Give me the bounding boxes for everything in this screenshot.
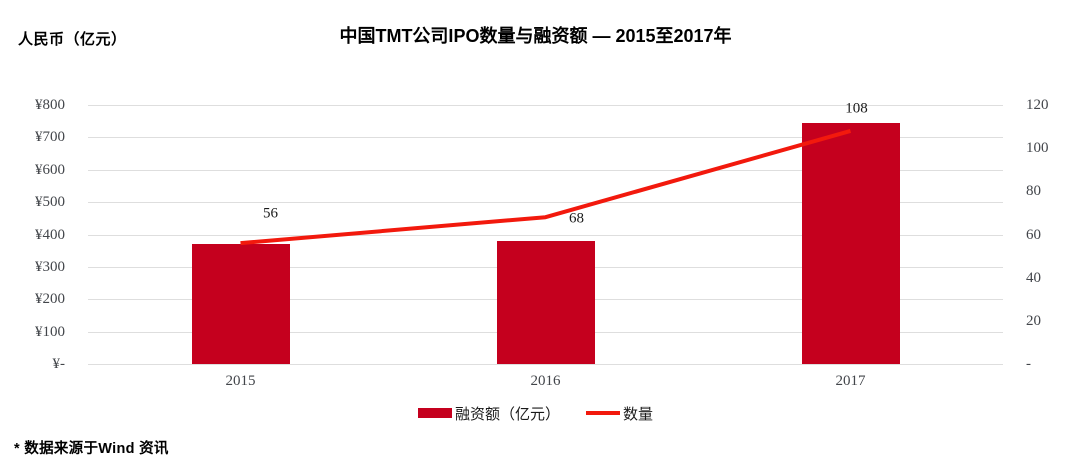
plot-area: ¥800 ¥700 ¥600 ¥500 ¥400 ¥300 ¥200 ¥100 ¥- 120 100…: [35, 97, 1049, 389]
legend-item-funding: 融资额（亿元）: [417, 403, 560, 424]
left-axis-tick: ¥100: [35, 323, 65, 340]
right-axis-tick: 80: [1026, 183, 1041, 200]
point-label-2016: 68: [569, 210, 584, 227]
legend-item-count: 数量: [586, 403, 653, 424]
left-axis-tick: ¥700: [35, 129, 65, 146]
gridline: [88, 364, 1003, 365]
legend: 融资额（亿元） 数量: [0, 401, 1071, 425]
left-axis-tick: ¥500: [35, 194, 65, 211]
left-axis-tick: ¥400: [35, 226, 65, 243]
right-axis-tick: 120: [1026, 97, 1049, 113]
left-axis-tick: ¥300: [35, 258, 65, 275]
gridline: [88, 105, 1003, 106]
line-swatch-icon: [586, 411, 620, 415]
right-axis-tick: 60: [1026, 226, 1041, 243]
line-series-layer: [240, 128, 852, 246]
left-axis-tick: ¥600: [35, 161, 65, 178]
bar-swatch-icon: [417, 408, 452, 418]
gridline: [88, 234, 1003, 236]
point-label-2015: 56: [263, 205, 278, 222]
x-axis-label-2017: 2017: [835, 373, 866, 389]
bar-2015: [191, 244, 290, 364]
legend-label-count: 数量: [623, 406, 654, 423]
x-axis-label-2016: 2016: [530, 373, 561, 389]
left-axis-tick: ¥200: [35, 291, 65, 308]
bar-2017: [801, 122, 900, 364]
gridline: [88, 202, 1003, 204]
x-axis-label-2015: 2015: [225, 373, 256, 389]
right-axis-tick: 20: [1026, 312, 1041, 329]
right-axis-tick: -: [1026, 356, 1031, 372]
point-label-2017: 108: [845, 100, 868, 117]
bar-2016: [496, 241, 595, 364]
count-line: [240, 128, 852, 246]
right-axis-tick: 100: [1026, 140, 1049, 157]
chart-title: 中国TMT公司IPO数量与融资额 — 2015至2017年: [339, 26, 732, 46]
legend-label-funding: 融资额（亿元）: [454, 406, 560, 423]
right-axis-tick: 40: [1026, 269, 1041, 286]
gridline: [88, 137, 1003, 139]
left-axis-title: 人民币（亿元）: [18, 31, 127, 48]
left-axis-tick: ¥800: [35, 97, 65, 113]
source-note: * 数据来源于Wind 资讯: [14, 441, 169, 457]
gridline: [88, 169, 1003, 171]
left-axis-tick: ¥-: [52, 356, 66, 372]
